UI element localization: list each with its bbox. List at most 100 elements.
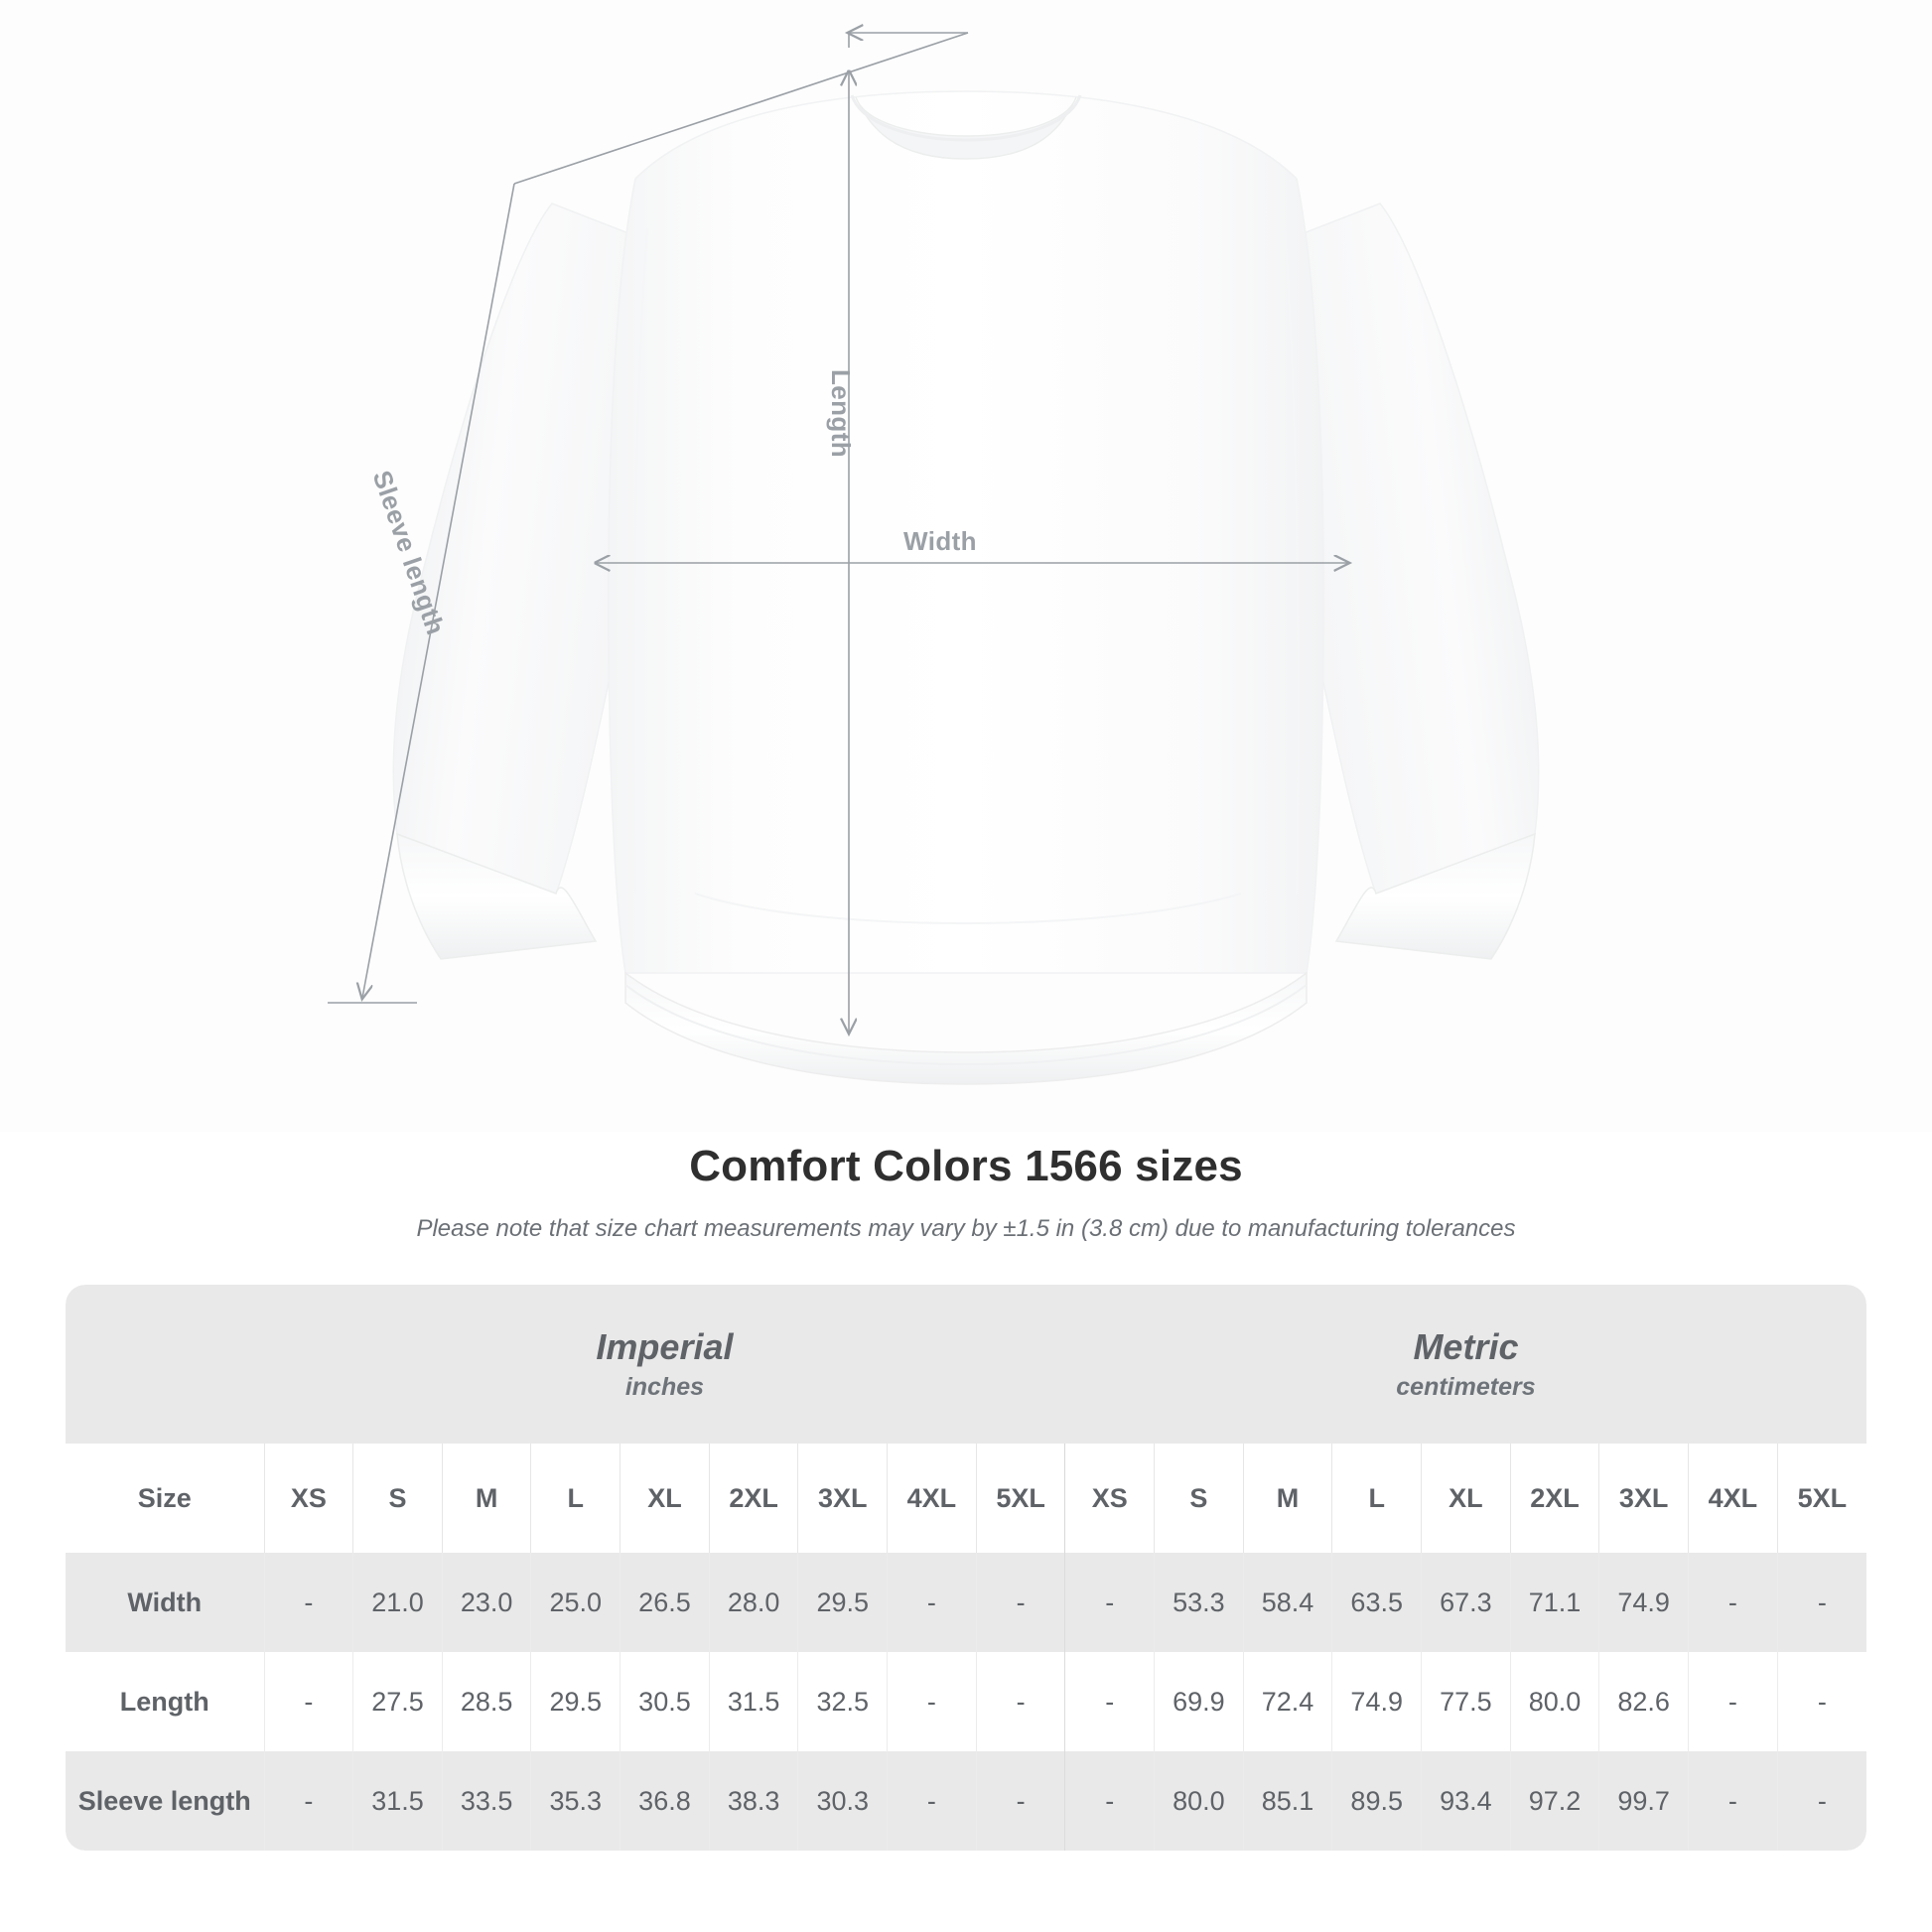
col-header-imperial-l: L [530,1444,621,1553]
chart-titles: Comfort Colors 1566 sizes Please note th… [0,1132,1932,1243]
col-header-metric-s: S [1154,1444,1244,1553]
cell-length-metric-4xl: - [1688,1652,1778,1751]
page-title: Comfort Colors 1566 sizes [689,1142,1243,1190]
cell-width-imperial-m: 23.0 [441,1553,531,1652]
metric-unit: centimeters [1396,1373,1536,1402]
table-row: Width - 21.0 23.0 25.0 26.5 28.0 29.5 - … [66,1553,1866,1652]
cell-width-imperial-xs: - [263,1553,353,1652]
cell-length-metric-m: 72.4 [1242,1652,1332,1751]
cell-width-imperial-3xl: 29.5 [797,1553,888,1652]
cell-length-metric-5xl: - [1776,1652,1866,1751]
row-label-length: Length [66,1652,264,1751]
cell-width-metric-4xl: - [1688,1553,1778,1652]
col-header-metric-xl: XL [1421,1444,1511,1553]
cell-sleeve-metric-l: 89.5 [1331,1751,1422,1851]
cell-width-imperial-xl: 26.5 [620,1553,710,1652]
cell-sleeve-imperial-xs: - [263,1751,353,1851]
cell-length-metric-3xl: 82.6 [1598,1652,1689,1751]
cell-width-metric-2xl: 71.1 [1509,1553,1599,1652]
garment-illustration [328,0,1540,1085]
imperial-label: Imperial [596,1325,734,1367]
cell-length-metric-2xl: 80.0 [1509,1652,1599,1751]
col-header-imperial-m: M [441,1444,531,1553]
cell-length-imperial-xs: - [263,1652,353,1751]
col-header-metric-3xl: 3XL [1598,1444,1689,1553]
col-header-metric-5xl: 5XL [1776,1444,1866,1553]
width-label: Width [903,526,977,556]
size-table: Imperial inches Metric centimeters Size … [66,1285,1866,1851]
col-header-metric-4xl: 4XL [1688,1444,1778,1553]
cell-width-metric-l: 63.5 [1331,1553,1422,1652]
sweatshirt-body [392,90,1540,1085]
col-header-metric-xs: XS [1064,1444,1155,1553]
cell-sleeve-metric-3xl: 99.7 [1598,1751,1689,1851]
cell-width-imperial-2xl: 28.0 [708,1553,798,1652]
cell-width-imperial-l: 25.0 [530,1553,621,1652]
cell-length-imperial-s: 27.5 [352,1652,443,1751]
cell-length-metric-xl: 77.5 [1421,1652,1511,1751]
table-row: Sleeve length - 31.5 33.5 35.3 36.8 38.3… [66,1751,1866,1851]
cell-sleeve-metric-2xl: 97.2 [1509,1751,1599,1851]
cell-sleeve-metric-m: 85.1 [1242,1751,1332,1851]
cell-length-imperial-2xl: 31.5 [708,1652,798,1751]
cell-sleeve-metric-4xl: - [1688,1751,1778,1851]
size-header-row: Size XS S M L XL 2XL 3XL 4XL 5XL XS S M … [66,1444,1866,1553]
cell-length-imperial-5xl: - [975,1652,1065,1751]
cell-sleeve-metric-5xl: - [1776,1751,1866,1851]
table-row: Length - 27.5 28.5 29.5 30.5 31.5 32.5 -… [66,1652,1866,1751]
cell-width-metric-xs: - [1064,1553,1155,1652]
cell-sleeve-imperial-3xl: 30.3 [797,1751,888,1851]
cell-sleeve-imperial-xl: 36.8 [620,1751,710,1851]
col-header-metric-2xl: 2XL [1509,1444,1599,1553]
col-header-imperial-5xl: 5XL [975,1444,1065,1553]
col-header-metric-m: M [1242,1444,1332,1553]
cell-sleeve-metric-s: 80.0 [1154,1751,1244,1851]
cell-sleeve-imperial-l: 35.3 [530,1751,621,1851]
cell-length-metric-l: 74.9 [1331,1652,1422,1751]
cell-sleeve-metric-xl: 93.4 [1421,1751,1511,1851]
unit-header-row: Imperial inches Metric centimeters [66,1285,1866,1444]
cell-length-metric-xs: - [1064,1652,1155,1751]
col-header-imperial-xs: XS [263,1444,353,1553]
cell-sleeve-imperial-4xl: - [887,1751,977,1851]
cell-width-imperial-s: 21.0 [352,1553,443,1652]
cell-length-imperial-l: 29.5 [530,1652,621,1751]
metric-label: Metric [1413,1325,1519,1367]
tolerance-note: Please note that size chart measurements… [416,1215,1516,1242]
cell-width-imperial-4xl: - [887,1553,977,1652]
col-header-metric-l: L [1331,1444,1422,1553]
cell-length-metric-s: 69.9 [1154,1652,1244,1751]
garment-diagram: Length Width Sleeve length [328,0,1540,1085]
col-header-imperial-4xl: 4XL [887,1444,977,1553]
row-label-sleeve-length: Sleeve length [66,1751,264,1851]
cell-width-imperial-5xl: - [975,1553,1065,1652]
metric-group-header: Metric centimeters [1064,1285,1866,1444]
cell-width-metric-3xl: 74.9 [1598,1553,1689,1652]
cell-length-imperial-3xl: 32.5 [797,1652,888,1751]
cell-sleeve-imperial-2xl: 38.3 [708,1751,798,1851]
cell-width-metric-5xl: - [1776,1553,1866,1652]
cell-length-imperial-m: 28.5 [441,1652,531,1751]
cell-sleeve-imperial-s: 31.5 [352,1751,443,1851]
col-header-imperial-s: S [352,1444,443,1553]
cell-width-metric-m: 58.4 [1242,1553,1332,1652]
size-header-cell: Size [66,1444,264,1553]
unit-spacer-cell [66,1285,264,1444]
sleeve-length-dimension-line [328,33,969,1004]
length-label: Length [826,369,856,459]
cell-width-metric-s: 53.3 [1154,1553,1244,1652]
col-header-imperial-3xl: 3XL [797,1444,888,1553]
cell-sleeve-metric-xs: - [1064,1751,1155,1851]
size-table-container: Imperial inches Metric centimeters Size … [66,1285,1866,1851]
imperial-unit: inches [624,1373,705,1402]
cell-length-imperial-xl: 30.5 [620,1652,710,1751]
col-header-imperial-xl: XL [620,1444,710,1553]
imperial-group-header: Imperial inches [264,1285,1065,1444]
col-header-imperial-2xl: 2XL [708,1444,798,1553]
row-label-width: Width [66,1553,264,1652]
cell-length-imperial-4xl: - [887,1652,977,1751]
cell-width-metric-xl: 67.3 [1421,1553,1511,1652]
cell-sleeve-imperial-5xl: - [975,1751,1065,1851]
cell-sleeve-imperial-m: 33.5 [441,1751,531,1851]
